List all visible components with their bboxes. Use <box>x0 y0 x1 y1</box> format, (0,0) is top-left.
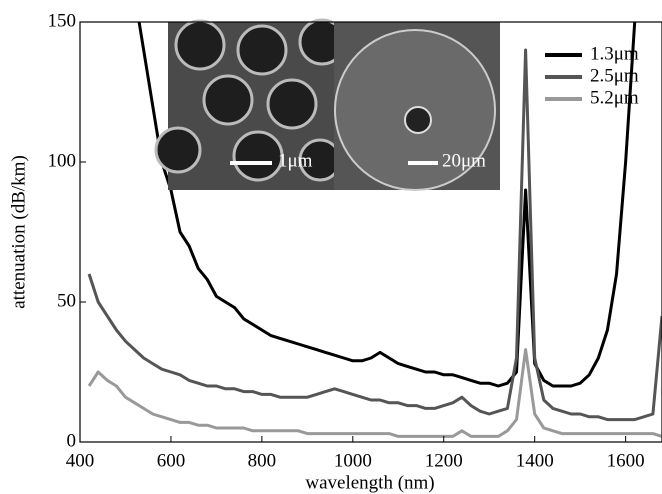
y-tick-label: 50 <box>57 290 76 311</box>
data-line <box>137 22 637 388</box>
x-tick-label: 400 <box>66 450 95 471</box>
scale-bar <box>230 161 272 165</box>
scale-bar <box>408 161 438 165</box>
legend-label: 5.2μm <box>590 87 639 108</box>
x-tick-label: 1400 <box>516 450 554 471</box>
plot-area <box>87 22 662 438</box>
y-tick-label: 150 <box>48 10 77 31</box>
y-axis-label: attenuation (dB/km) <box>8 155 29 309</box>
x-tick-label: 600 <box>157 450 186 471</box>
inset-images: 1μm 20μm <box>154 18 500 191</box>
scale-label: 20μm <box>442 150 486 171</box>
x-tick-label: 1200 <box>425 450 463 471</box>
x-tick-label: 1000 <box>334 450 372 471</box>
legend-label: 2.5μm <box>590 65 639 86</box>
x-axis-label: wavelength (nm) <box>305 472 434 493</box>
plot-frame <box>79 21 662 443</box>
data-line <box>87 348 662 438</box>
legend-label: 1.3μm <box>590 43 639 64</box>
y-tick-label: 0 <box>67 430 77 451</box>
scale-label: 1μm <box>278 150 313 171</box>
sem-holes <box>154 18 346 182</box>
sem-core <box>404 106 432 134</box>
x-tick-label: 800 <box>248 450 277 471</box>
data-line <box>87 48 662 422</box>
x-tick-label: 1600 <box>607 450 645 471</box>
y-tick-label: 100 <box>48 150 77 171</box>
